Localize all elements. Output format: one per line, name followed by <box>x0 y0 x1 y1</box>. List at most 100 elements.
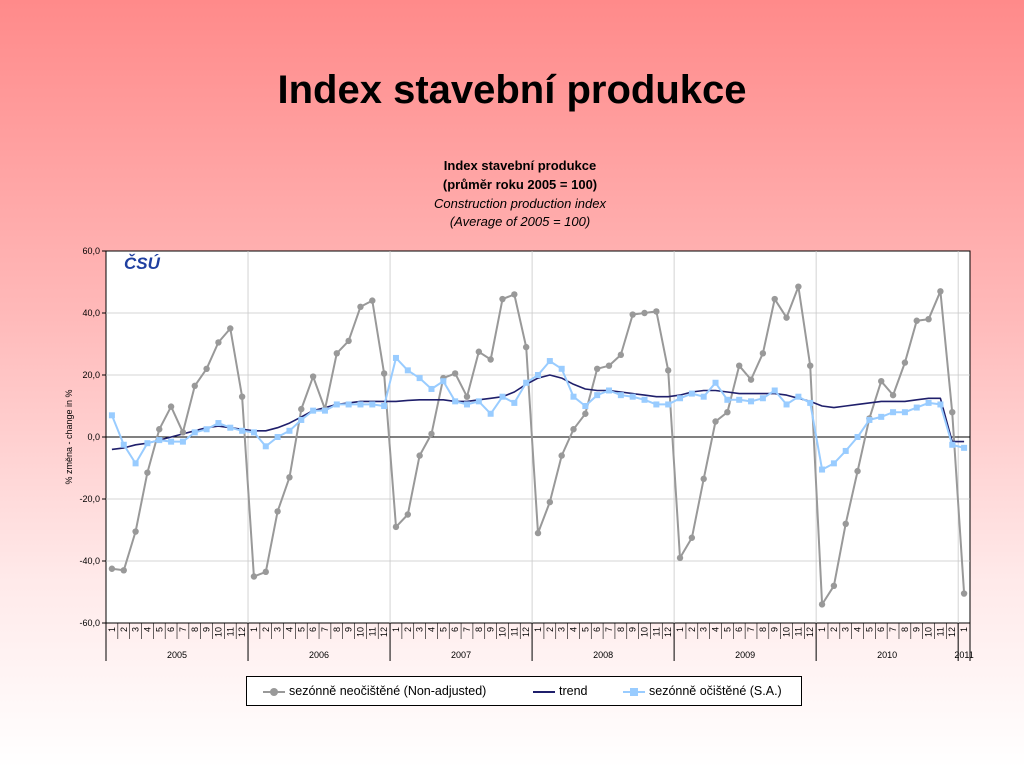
data-point-non-adjusted <box>617 351 625 359</box>
data-point-non-adjusted <box>132 528 139 535</box>
data-point-seasonally-adjusted <box>641 396 648 403</box>
data-point-seasonally-adjusted <box>771 387 778 394</box>
x-month-label: 12 <box>947 627 957 637</box>
x-month-label: 9 <box>912 627 922 632</box>
x-month-label: 5 <box>580 627 590 632</box>
data-point-seasonally-adjusted <box>392 354 399 361</box>
data-point-non-adjusted <box>546 498 554 506</box>
data-point-non-adjusted <box>309 373 317 380</box>
data-point-non-adjusted <box>854 467 861 475</box>
data-point-seasonally-adjusted <box>511 399 518 406</box>
x-year-label: 2007 <box>451 650 471 660</box>
data-point-non-adjusted <box>960 590 968 597</box>
data-point-seasonally-adjusted <box>191 429 198 436</box>
data-point-non-adjusted <box>593 365 601 372</box>
data-point-seasonally-adjusted <box>321 407 328 414</box>
data-point-non-adjusted <box>451 370 459 377</box>
data-point-non-adjusted <box>156 426 163 433</box>
data-point-seasonally-adjusted <box>298 416 305 423</box>
x-month-label: 4 <box>853 627 863 632</box>
data-point-non-adjusted <box>286 474 293 481</box>
x-month-label: 2 <box>261 627 271 632</box>
x-month-label: 10 <box>497 627 507 637</box>
y-tick-label: 60,0 <box>82 246 100 256</box>
data-point-seasonally-adjusted <box>842 447 849 454</box>
data-point-non-adjusted <box>487 356 494 363</box>
data-point-non-adjusted <box>274 508 281 515</box>
x-month-label: 6 <box>450 627 460 632</box>
x-year-label: 2010 <box>877 650 897 660</box>
x-month-label: 9 <box>628 627 638 632</box>
data-point-seasonally-adjusted <box>594 392 601 399</box>
x-month-label: 11 <box>793 627 803 636</box>
data-point-seasonally-adjusted <box>629 393 636 400</box>
chart-title: Index stavební produkce <box>443 158 597 173</box>
data-point-non-adjusted <box>369 297 376 304</box>
x-month-label: 12 <box>805 627 815 637</box>
data-point-non-adjusted <box>120 567 127 574</box>
data-point-seasonally-adjusted <box>487 410 494 417</box>
x-month-label: 9 <box>202 627 212 632</box>
data-point-non-adjusted <box>937 288 944 295</box>
data-point-seasonally-adjusted <box>179 438 186 445</box>
y-tick-label: 0,0 <box>87 432 100 442</box>
data-point-seasonally-adjusted <box>582 403 589 409</box>
legend-item-non-adjusted: sezónně neočištěné (Non-adjusted) <box>263 684 486 698</box>
data-point-seasonally-adjusted <box>724 396 731 403</box>
data-point-non-adjusted <box>913 317 920 324</box>
x-month-label: 3 <box>699 627 709 632</box>
x-month-label: 4 <box>569 627 579 632</box>
legend-item-seasonally-adjusted: sezónně očištěné (S.A.) <box>623 684 782 698</box>
data-point-non-adjusted <box>428 430 435 438</box>
x-month-label: 7 <box>178 627 188 632</box>
data-point-seasonally-adjusted <box>913 404 920 411</box>
x-month-label: 5 <box>154 627 164 632</box>
x-month-label: 6 <box>592 627 602 632</box>
legend-swatch-trend <box>533 690 555 693</box>
data-point-seasonally-adjusted <box>535 372 541 378</box>
x-month-label: 8 <box>474 627 484 632</box>
x-month-label: 6 <box>308 627 318 632</box>
x-month-label: 6 <box>876 627 886 632</box>
data-point-non-adjusted <box>807 362 814 369</box>
data-point-non-adjusted <box>759 350 767 357</box>
x-month-label: 3 <box>841 627 851 632</box>
data-point-non-adjusted <box>250 573 258 580</box>
data-point-non-adjusted <box>357 303 364 310</box>
data-point-non-adjusted <box>191 382 198 390</box>
data-point-non-adjusted <box>747 376 755 383</box>
data-point-seasonally-adjusted <box>688 390 695 397</box>
legend-item-trend: trend <box>533 684 588 698</box>
x-month-label: 11 <box>651 627 661 636</box>
data-point-non-adjusted <box>108 565 116 572</box>
data-point-non-adjusted <box>676 554 684 562</box>
x-month-label: 12 <box>521 627 531 637</box>
data-point-seasonally-adjusted <box>404 367 411 374</box>
x-month-label: 11 <box>935 627 945 636</box>
data-point-seasonally-adjusted <box>748 398 755 405</box>
data-point-non-adjusted <box>144 469 151 476</box>
data-point-non-adjusted <box>522 343 530 351</box>
data-point-non-adjusted <box>463 393 471 400</box>
data-point-seasonally-adjusted <box>428 385 435 392</box>
data-point-seasonally-adjusted <box>558 365 565 372</box>
x-month-label: 4 <box>426 627 436 632</box>
data-point-non-adjusted <box>238 393 246 400</box>
x-month-label: 1 <box>249 627 259 632</box>
data-point-seasonally-adjusted <box>807 399 814 406</box>
x-year-label: 2006 <box>309 650 329 660</box>
data-point-seasonally-adjusted <box>239 427 246 434</box>
x-month-label: 5 <box>438 627 448 632</box>
data-point-seasonally-adjusted <box>653 401 660 408</box>
data-point-seasonally-adjusted <box>108 412 115 419</box>
data-point-seasonally-adjusted <box>452 398 459 405</box>
data-point-non-adjusted <box>262 568 269 576</box>
y-axis-label: % změna - change in % <box>64 389 74 484</box>
legend-label-trend: trend <box>559 684 588 698</box>
data-point-seasonally-adjusted <box>463 401 470 408</box>
data-point-non-adjusted <box>392 523 400 531</box>
legend-swatch-seasonally-adjusted <box>623 687 645 696</box>
data-point-non-adjusted <box>653 308 660 315</box>
x-month-label: 12 <box>663 627 673 637</box>
x-month-label: 10 <box>213 627 223 637</box>
